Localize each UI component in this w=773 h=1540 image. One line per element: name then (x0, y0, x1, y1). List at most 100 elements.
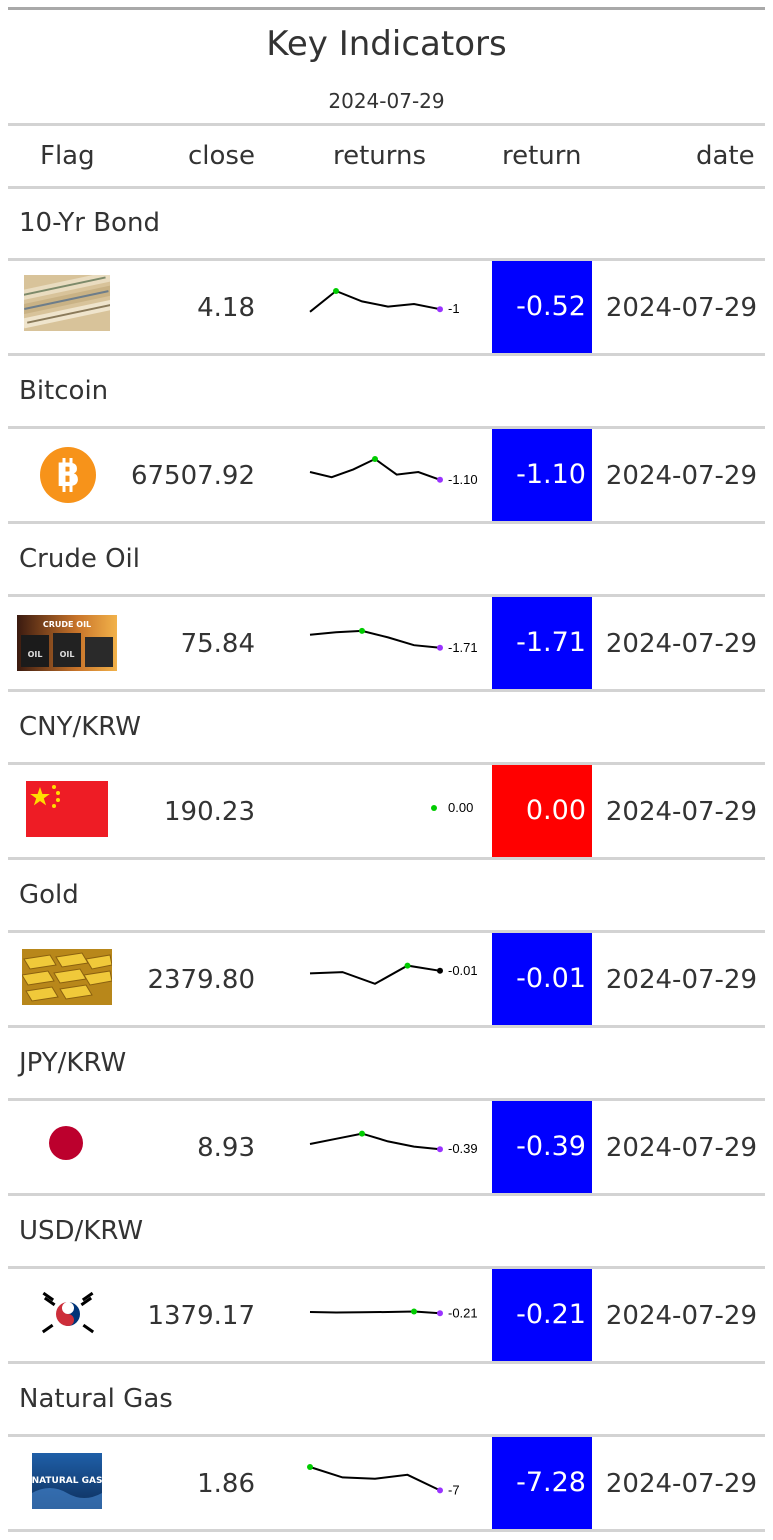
natural-gas-image: NATURAL GAS (32, 1453, 102, 1513)
table-row: 190.23 0.00 0.00 2024-07-29 (8, 765, 765, 857)
sparkline-path (309, 1466, 441, 1492)
table-row: 1379.17 -0.21 -0.21 2024-07-29 (8, 1269, 765, 1361)
sparkline-max-point (431, 805, 437, 811)
sparkline-last-point (437, 1487, 443, 1494)
sparkline-last-point (437, 1146, 443, 1153)
sparkline-max-point (307, 1464, 313, 1470)
table-row: 8.93 -0.39 -0.39 2024-07-29 (8, 1101, 765, 1193)
sparkline-path (309, 289, 441, 313)
close-value: 190.23 (164, 797, 255, 827)
return-value: -7.28 (492, 1437, 592, 1529)
close-value: 67507.92 (130, 461, 255, 491)
divider (8, 1434, 765, 1437)
china-flag (26, 781, 108, 841)
sparkline-path (309, 1310, 441, 1315)
sparkline-label: -1.10 (448, 472, 478, 487)
divider (8, 594, 765, 597)
column-header-date: date (696, 141, 755, 171)
divider (8, 1529, 765, 1532)
japan-flag (46, 1123, 86, 1167)
column-header-close: close (188, 141, 255, 171)
divider (8, 1193, 765, 1196)
svg-text:B: B (56, 456, 80, 494)
returns-sparkline: -1.71 (309, 627, 478, 655)
return-value: -1.71 (492, 597, 592, 689)
sparkline-max-point (372, 456, 378, 462)
svg-text:OIL: OIL (28, 650, 43, 659)
returns-sparkline: -7 (307, 1464, 460, 1497)
divider (8, 762, 765, 765)
divider (8, 689, 765, 692)
sparkline-last-point (437, 306, 443, 313)
divider (8, 930, 765, 933)
divider (8, 1098, 765, 1101)
divider (8, 258, 765, 261)
sparkline-max-point (359, 1130, 365, 1137)
date-value: 2024-07-29 (605, 1469, 757, 1499)
date-value: 2024-07-29 (605, 629, 757, 659)
close-value: 1.86 (197, 1469, 255, 1499)
returns-sparkline: -0.01 (309, 962, 478, 985)
return-value: -0.01 (492, 933, 592, 1025)
close-value: 8.93 (197, 1133, 255, 1163)
table-row: OIL OIL CRUDE OIL 75.84 -1.71 -1.71 2024-07-29 (8, 597, 765, 689)
table-row: 4.18 -1 -0.52 2024-07-29 (8, 261, 765, 353)
group-label: Bitcoin (19, 376, 109, 406)
close-value: 2379.80 (147, 965, 255, 995)
sparkline-label: -7 (448, 1482, 460, 1497)
gold-bars-image (21, 949, 113, 1009)
svg-text:OIL: OIL (60, 650, 75, 659)
divider (8, 123, 765, 126)
divider (8, 1266, 765, 1269)
sparkline-max-point (404, 962, 411, 969)
sparkline-label: 0.00 (448, 800, 473, 815)
korea-flag (36, 1289, 100, 1343)
returns-sparkline: -0.21 (309, 1305, 478, 1320)
divider (8, 857, 765, 860)
date-value: 2024-07-29 (605, 797, 757, 827)
close-value: 1379.17 (147, 1301, 255, 1331)
table-subtitle: 2024-07-29 (328, 89, 445, 113)
date-value: 2024-07-29 (605, 1133, 757, 1163)
bitcoin-logo: B (39, 446, 97, 508)
close-value: 4.18 (197, 293, 255, 323)
column-header-returns: returns (333, 141, 427, 171)
returns-sparkline: -0.39 (309, 1130, 478, 1156)
sparkline-max-point (359, 627, 365, 634)
table-row: B 67507.92 -1.10 -1.10 2024-07-29 (8, 429, 765, 521)
date-value: 2024-07-29 (605, 1301, 757, 1331)
group-label: CNY/KRW (19, 712, 142, 742)
table-row: NATURAL GAS 1.86 -7 -7.28 2024-07-29 (8, 1437, 765, 1529)
gas-caption: NATURAL GAS (32, 1476, 102, 1486)
return-value: -1.10 (492, 429, 592, 521)
returns-sparkline: -1.10 (309, 456, 478, 487)
sparkline-label: -0.39 (448, 1141, 478, 1156)
divider (8, 1361, 765, 1364)
sparkline-last-point (437, 644, 443, 651)
sparkline-label: -1 (448, 301, 460, 316)
divider (8, 353, 765, 356)
bond-certificate-image (16, 271, 119, 335)
date-value: 2024-07-29 (605, 461, 757, 491)
crude-oil-barrels-image: OIL OIL CRUDE OIL (17, 615, 117, 675)
date-value: 2024-07-29 (605, 293, 757, 323)
sparkline-label: -1.71 (448, 640, 478, 655)
sparkline-path (309, 629, 441, 649)
close-value: 75.84 (180, 629, 255, 659)
group-label: Gold (19, 880, 79, 910)
sparkline-last-point (437, 1310, 443, 1317)
sparkline-path (309, 1132, 441, 1151)
table-row: 2379.80 -0.01 -0.01 2024-07-29 (8, 933, 765, 1025)
divider (8, 186, 765, 189)
sparkline-path (309, 457, 441, 481)
returns-sparkline: 0.00 (431, 800, 473, 815)
sparkline-max-point (333, 288, 339, 294)
sparkline-label: -0.01 (448, 963, 478, 978)
return-value: 0.00 (492, 765, 592, 857)
returns-sparkline: -1 (309, 288, 460, 316)
column-header-flag: Flag (40, 141, 95, 171)
divider (8, 521, 765, 524)
divider (8, 426, 765, 429)
return-value: -0.21 (492, 1269, 592, 1361)
group-label: Crude Oil (19, 544, 140, 574)
